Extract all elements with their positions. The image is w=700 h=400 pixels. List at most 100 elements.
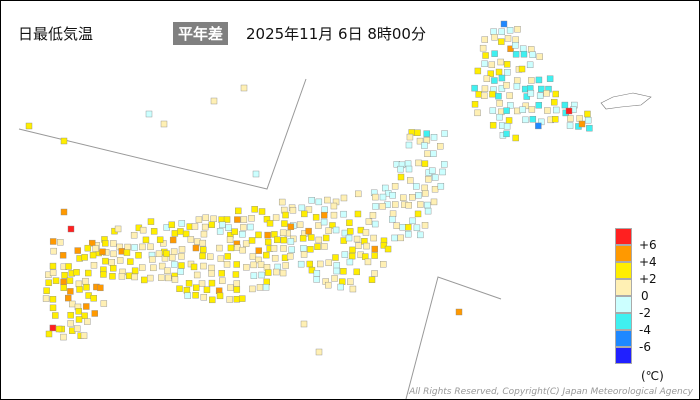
- station-marker[interactable]: [240, 84, 248, 92]
- station-marker[interactable]: [90, 295, 97, 302]
- station-marker[interactable]: [523, 93, 531, 100]
- station-marker[interactable]: [75, 316, 83, 323]
- station-marker[interactable]: [249, 253, 257, 260]
- station-marker[interactable]: [218, 270, 225, 277]
- station-marker[interactable]: [430, 134, 438, 141]
- station-marker[interactable]: [82, 277, 89, 285]
- station-marker[interactable]: [552, 106, 560, 114]
- station-marker[interactable]: [429, 167, 436, 174]
- station-marker[interactable]: [512, 36, 519, 43]
- station-marker[interactable]: [414, 129, 421, 136]
- station-marker[interactable]: [55, 325, 63, 333]
- station-marker[interactable]: [239, 295, 246, 302]
- station-marker[interactable]: [280, 236, 288, 244]
- station-marker[interactable]: [233, 261, 240, 268]
- station-marker[interactable]: [296, 221, 304, 228]
- station-marker[interactable]: [512, 42, 519, 49]
- station-marker[interactable]: [110, 250, 117, 258]
- station-marker[interactable]: [346, 258, 354, 266]
- station-marker[interactable]: [498, 38, 505, 45]
- station-marker[interactable]: [513, 83, 521, 90]
- station-marker[interactable]: [552, 116, 559, 123]
- station-marker[interactable]: [382, 184, 389, 192]
- station-marker[interactable]: [529, 115, 537, 123]
- station-marker[interactable]: [430, 198, 438, 206]
- station-marker[interactable]: [380, 242, 388, 249]
- station-marker[interactable]: [479, 44, 487, 52]
- station-marker[interactable]: [384, 245, 392, 253]
- station-marker[interactable]: [371, 270, 378, 277]
- station-marker[interactable]: [498, 74, 506, 82]
- station-marker[interactable]: [126, 272, 133, 280]
- station-marker[interactable]: [102, 257, 109, 265]
- station-marker[interactable]: [391, 183, 399, 190]
- station-marker[interactable]: [60, 333, 67, 341]
- station-marker[interactable]: [60, 208, 68, 216]
- station-marker[interactable]: [519, 106, 526, 113]
- station-marker[interactable]: [437, 182, 445, 190]
- station-marker[interactable]: [200, 262, 207, 270]
- station-marker[interactable]: [417, 231, 424, 239]
- station-marker[interactable]: [168, 254, 176, 261]
- station-marker[interactable]: [317, 260, 324, 268]
- station-marker[interactable]: [118, 273, 126, 280]
- station-marker[interactable]: [199, 252, 206, 260]
- station-marker[interactable]: [332, 226, 340, 234]
- station-marker[interactable]: [84, 318, 91, 325]
- station-marker[interactable]: [333, 267, 340, 275]
- station-marker[interactable]: [84, 244, 92, 252]
- station-marker[interactable]: [250, 272, 258, 279]
- station-marker[interactable]: [490, 28, 497, 35]
- station-marker[interactable]: [193, 271, 201, 279]
- station-marker[interactable]: [498, 28, 505, 35]
- station-marker[interactable]: [234, 216, 241, 223]
- station-marker[interactable]: [578, 120, 586, 128]
- station-marker[interactable]: [371, 252, 378, 259]
- station-marker[interactable]: [271, 231, 278, 238]
- station-marker[interactable]: [141, 276, 148, 284]
- station-marker[interactable]: [100, 300, 108, 307]
- station-marker[interactable]: [527, 90, 535, 97]
- station-marker[interactable]: [88, 239, 96, 247]
- station-marker[interactable]: [190, 263, 198, 271]
- station-marker[interactable]: [315, 198, 323, 206]
- station-marker[interactable]: [489, 107, 497, 114]
- station-marker[interactable]: [364, 258, 372, 266]
- station-marker[interactable]: [320, 218, 328, 226]
- station-marker[interactable]: [227, 244, 235, 252]
- station-marker[interactable]: [231, 228, 238, 235]
- station-marker[interactable]: [258, 271, 265, 279]
- station-marker[interactable]: [171, 261, 178, 268]
- station-marker[interactable]: [235, 207, 242, 215]
- station-marker[interactable]: [544, 107, 551, 114]
- station-marker[interactable]: [507, 45, 514, 53]
- station-marker[interactable]: [90, 262, 98, 269]
- station-marker[interactable]: [372, 203, 379, 210]
- station-marker[interactable]: [272, 268, 280, 276]
- station-marker[interactable]: [97, 284, 104, 292]
- station-marker[interactable]: [273, 236, 281, 244]
- station-marker[interactable]: [76, 286, 83, 293]
- station-marker[interactable]: [200, 294, 208, 301]
- station-marker[interactable]: [471, 84, 478, 92]
- station-marker[interactable]: [347, 228, 354, 235]
- station-marker[interactable]: [370, 234, 377, 242]
- station-marker[interactable]: [522, 116, 529, 124]
- station-marker[interactable]: [60, 137, 68, 145]
- station-marker[interactable]: [80, 332, 88, 339]
- station-marker[interactable]: [287, 238, 295, 245]
- station-marker[interactable]: [256, 284, 264, 291]
- station-marker[interactable]: [488, 61, 496, 68]
- station-marker[interactable]: [300, 320, 308, 328]
- station-marker[interactable]: [305, 206, 313, 213]
- station-marker[interactable]: [178, 246, 186, 253]
- station-marker[interactable]: [392, 201, 399, 208]
- station-marker[interactable]: [45, 279, 52, 286]
- station-marker[interactable]: [270, 245, 278, 252]
- station-marker[interactable]: [156, 236, 164, 243]
- station-marker[interactable]: [248, 237, 256, 244]
- station-marker[interactable]: [491, 77, 498, 84]
- station-marker[interactable]: [227, 284, 234, 291]
- station-marker[interactable]: [354, 210, 362, 218]
- station-marker[interactable]: [407, 177, 414, 184]
